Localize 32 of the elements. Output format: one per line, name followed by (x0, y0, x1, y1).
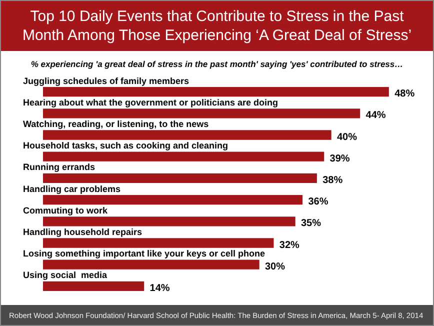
data-label: 48% (394, 88, 415, 100)
bar (43, 173, 317, 184)
bar (43, 86, 389, 97)
y-tick-label: Household tasks, such as cooking and cleaning (23, 140, 228, 151)
bar (43, 281, 144, 292)
y-tick-label: Handling household repairs (23, 226, 142, 237)
data-label: 44% (366, 110, 386, 122)
y-tick-label: Commuting to work (23, 205, 108, 216)
bar (43, 194, 303, 205)
data-label: 36% (308, 196, 328, 208)
data-label: 14% (150, 282, 170, 294)
bar (43, 130, 332, 140)
bar (43, 238, 274, 248)
y-tick-label: Losing something important like your keys or cell phone (23, 248, 266, 259)
y-tick-label: Running errands (23, 162, 96, 172)
chart-title: Top 10 Daily Events that Contribute to Stress in the Past Month Among Those Experiencing ‘A Great Deal of Stress’ (1, 1, 433, 51)
bar (43, 216, 296, 226)
data-label: 40% (337, 132, 358, 143)
y-tick-label: Juggling schedules of family members (23, 76, 190, 86)
y-tick-label: Watching, reading, or listening, to the news (23, 118, 209, 129)
y-tick-label: Hearing about what the government or politicians are doing (23, 97, 278, 108)
bar (43, 152, 324, 162)
data-label: 30% (265, 261, 286, 272)
data-label: 35% (301, 218, 322, 230)
bar (43, 260, 260, 270)
chart-subtitle: % experiencing 'a great deal of stress in the past month' saying 'yes' contributed to stress… (30, 59, 404, 69)
y-tick-label: Handling car problems (23, 184, 121, 194)
data-label: 39% (330, 153, 350, 164)
data-label: 32% (279, 240, 300, 251)
y-tick-label: Using social media (23, 270, 108, 280)
bar (43, 108, 360, 118)
data-label: 38% (322, 174, 343, 186)
